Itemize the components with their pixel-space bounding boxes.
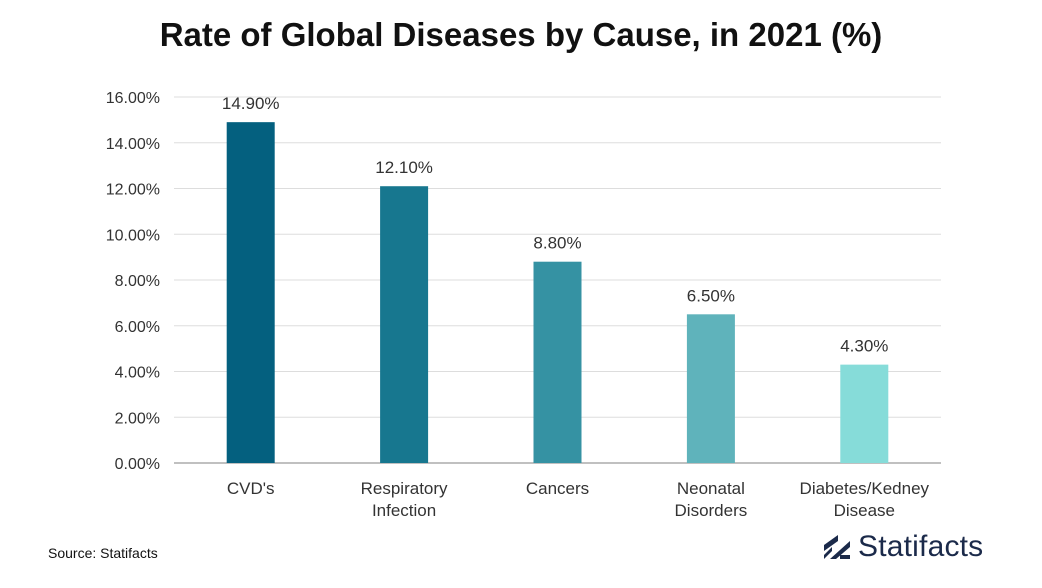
bar — [686, 314, 735, 463]
brand-name: Statifacts — [858, 530, 984, 563]
x-tick-label: Cancers — [526, 479, 589, 498]
source-note: Source: Statifacts — [48, 545, 158, 561]
data-label: 14.90% — [222, 94, 280, 113]
y-tick-label: 0.00% — [115, 456, 160, 473]
y-tick-label: 6.00% — [115, 319, 160, 336]
x-tick-label: Respiratory — [361, 479, 448, 498]
x-tick-label: Diabetes/Kedney — [800, 479, 930, 498]
data-label: 12.10% — [375, 158, 433, 177]
y-tick-label: 4.00% — [115, 365, 160, 382]
data-label: 8.80% — [533, 234, 581, 253]
data-label: 4.30% — [840, 337, 888, 356]
y-tick-label: 10.00% — [106, 227, 160, 244]
x-tick-label: Neonatal — [677, 479, 745, 498]
y-tick-label: 12.00% — [106, 182, 160, 199]
x-tick-label: Infection — [372, 501, 436, 520]
chart-title: Rate of Global Diseases by Cause, in 202… — [159, 16, 883, 53]
brand-logo: Statifacts — [822, 530, 983, 564]
x-axis: CVD's Respiratory Infection Cancers Neonatal… — [227, 479, 930, 520]
data-label: 6.50% — [687, 286, 735, 305]
y-tick-label: 8.00% — [115, 273, 160, 290]
bar — [840, 364, 889, 463]
x-tick-label: Disease — [834, 501, 895, 520]
bar-chart: 0.00% 2.00% 4.00% 6.00% 8.00% 10.00% 12.00% 14.… — [106, 90, 941, 520]
y-tick-label: 14.00% — [106, 136, 160, 153]
bar — [380, 186, 429, 463]
y-axis: 0.00% 2.00% 4.00% 6.00% 8.00% 10.00% 12.00% 14.… — [106, 90, 160, 473]
statifacts-logo-icon — [824, 535, 850, 559]
bar — [533, 261, 582, 463]
data-labels: 14.90% 12.10% 8.80% 6.50% 4.30% — [222, 94, 889, 355]
bar — [226, 122, 275, 463]
y-tick-label: 16.00% — [106, 90, 160, 107]
y-tick-label: 2.00% — [115, 410, 160, 427]
x-tick-label: Disorders — [675, 501, 748, 520]
x-tick-label: CVD's — [227, 479, 275, 498]
bars — [226, 122, 889, 463]
